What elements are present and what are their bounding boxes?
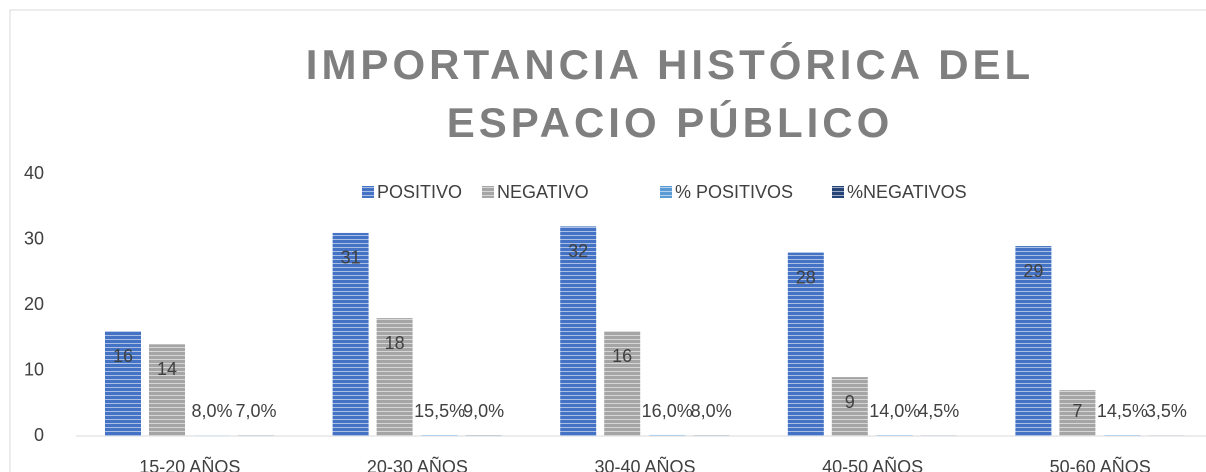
x-tick-label: 30-40 AÑOS [594, 456, 695, 472]
data-label: 14,5% [1097, 401, 1148, 421]
data-label: 14 [157, 359, 177, 379]
data-label: 9 [845, 392, 855, 412]
bar [560, 226, 597, 436]
data-label: 8,0% [191, 401, 232, 421]
x-tick-label: 15-20 AÑOS [139, 456, 240, 472]
bar [149, 344, 185, 436]
bar [1059, 390, 1096, 436]
legend-swatch [660, 186, 672, 198]
y-tick-label: 10 [24, 359, 44, 379]
data-label: 32 [568, 241, 588, 261]
data-label: 7,0% [235, 401, 276, 421]
bar [332, 232, 369, 436]
legend-swatch [362, 186, 374, 198]
y-tick-label: 30 [24, 228, 44, 248]
x-tick-label: 20-30 AÑOS [367, 456, 468, 472]
data-label: 8,0% [691, 401, 732, 421]
data-label: 4,5% [918, 401, 959, 421]
data-label: 16,0% [642, 401, 693, 421]
x-tick-label: 50-60 AÑOS [1050, 456, 1151, 472]
legend-label: NEGATIVO [497, 182, 589, 202]
bar [1104, 435, 1141, 436]
bar [105, 331, 141, 436]
bar [194, 435, 230, 436]
legend-swatch [832, 186, 844, 198]
bar [693, 435, 730, 436]
bar [465, 435, 502, 436]
data-label: 16 [612, 346, 632, 366]
bar [649, 434, 686, 436]
y-tick-label: 20 [24, 294, 44, 314]
bar [876, 435, 913, 436]
data-label: 28 [796, 267, 816, 287]
data-label: 15,5% [414, 401, 465, 421]
data-label: 7 [1072, 401, 1082, 421]
y-tick-label: 0 [34, 425, 44, 445]
bar [421, 434, 458, 436]
data-label: 18 [385, 333, 405, 353]
y-tick-label: 40 [24, 163, 44, 183]
chart-title: IMPORTANCIA HISTÓRICA DEL ESPACIO PÚBLIC… [305, 41, 1035, 146]
data-label: 29 [1023, 261, 1043, 281]
bar [604, 331, 641, 436]
chart-border [9, 9, 1206, 472]
legend-label: %NEGATIVOS [847, 182, 967, 202]
x-tick-label: 40-50 AÑOS [822, 456, 923, 472]
data-label: 31 [341, 248, 361, 268]
data-label: 9,0% [463, 401, 504, 421]
data-label: 3,5% [1146, 401, 1187, 421]
bar [831, 377, 868, 436]
bar [1015, 246, 1052, 436]
data-label: 16 [113, 346, 133, 366]
legend-label: % POSITIVOS [675, 182, 793, 202]
legend-swatch [482, 186, 494, 198]
data-label: 14,0% [869, 401, 920, 421]
legend-label: POSITIVO [377, 182, 462, 202]
bar [376, 318, 413, 436]
bar [787, 252, 824, 436]
